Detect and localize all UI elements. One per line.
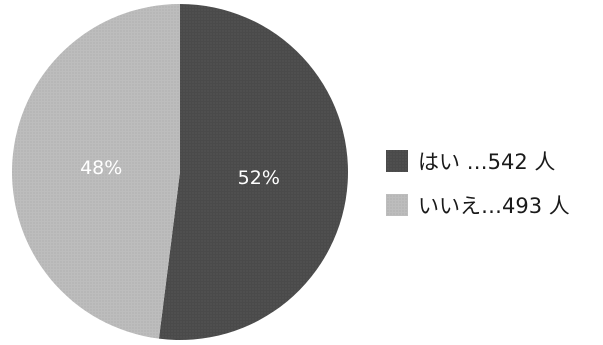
legend-label-yes: はい …542 人 [418,150,555,174]
legend-swatch-no [386,194,408,216]
pie-percent-label-no: 48% [80,157,122,179]
legend-label-no: いいえ…493 人 [418,194,570,218]
pie-percent-label-yes: 52% [238,167,280,189]
legend-swatch-yes [386,150,408,172]
pie-slices [11,4,348,340]
pie-percent-labels: 52% 48% [80,157,280,189]
pie-slice-yes [158,4,348,340]
pie-slice-no [11,4,181,339]
